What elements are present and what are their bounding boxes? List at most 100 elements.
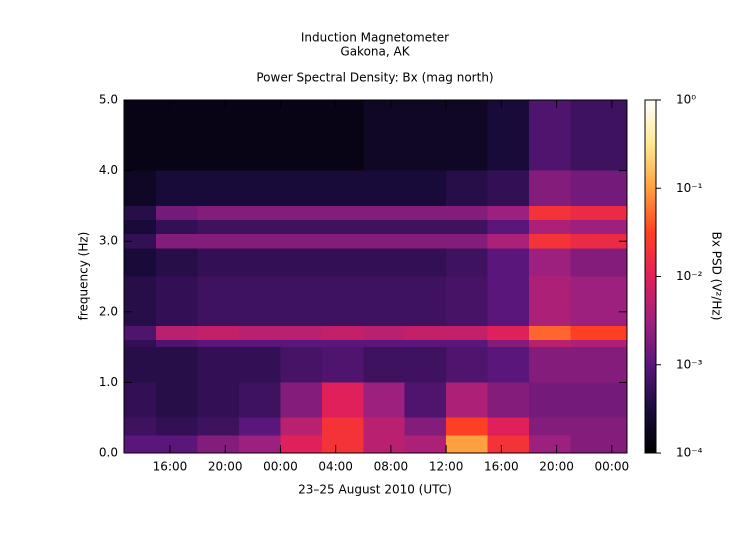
- x-tick-label: 16:00: [153, 460, 188, 474]
- spectrogram-cell: [363, 347, 405, 383]
- spectrogram-cell: [197, 347, 240, 383]
- spectrogram-cell: [446, 220, 488, 235]
- spectrogram-cell: [321, 100, 364, 171]
- x-tick-label: 08:00: [374, 460, 409, 474]
- spectrogram-cell: [404, 382, 447, 418]
- spectrogram-cell: [239, 325, 281, 341]
- spectrogram-cell: [321, 340, 364, 348]
- spectrogram-cell: [404, 417, 447, 436]
- spectrogram-cell: [528, 100, 571, 171]
- spectrogram-cell: [363, 325, 405, 341]
- spectrogram-cell: [487, 100, 529, 171]
- spectrogram-cell: [363, 276, 405, 326]
- colorbar-tick-label: 10⁻⁴: [676, 446, 703, 460]
- spectrogram-cell: [363, 205, 405, 221]
- spectrogram-cell: [487, 234, 529, 249]
- x-tick-label: 00:00: [595, 460, 630, 474]
- spectrogram-cell: [239, 170, 281, 206]
- spectrogram-cell: [197, 417, 240, 436]
- x-tick-label: 20:00: [539, 460, 574, 474]
- y-tick-label: 5.0: [99, 93, 118, 107]
- spectrogram-cell: [280, 248, 322, 277]
- spectrogram-cell: [446, 276, 488, 326]
- spectrogram-cell: [321, 435, 364, 453]
- spectrogram-cell: [197, 170, 240, 206]
- colorbar-label: Bx PSD (V²/Hz): [710, 232, 724, 321]
- spectrogram-cell: [363, 340, 405, 348]
- spectrogram-cell: [156, 220, 198, 235]
- spectrogram-cell: [446, 205, 488, 221]
- spectrogram-cell: [528, 382, 571, 418]
- spectrogram-cell: [528, 205, 571, 221]
- spectrogram-cell: [239, 276, 281, 326]
- spectrogram-cell: [197, 276, 240, 326]
- spectrogram-cell: [404, 435, 447, 453]
- x-tick-label: 12:00: [429, 460, 464, 474]
- spectrogram-cell: [570, 248, 627, 277]
- spectrogram-cell: [280, 417, 322, 436]
- chart-subtitle: Gakona, AK: [340, 45, 410, 59]
- spectrogram-cell: [570, 382, 627, 418]
- spectrogram-cell: [239, 205, 281, 221]
- y-tick-label: 2.0: [99, 304, 118, 318]
- spectrogram-cell: [124, 340, 157, 348]
- spectrogram-cell: [321, 170, 364, 206]
- spectrogram-cell: [404, 234, 447, 249]
- x-tick-label: 20:00: [208, 460, 243, 474]
- spectrogram-cell: [280, 220, 322, 235]
- spectrogram-cell: [156, 248, 198, 277]
- colorbar-tick-label: 10⁰: [676, 93, 696, 107]
- spectrogram-cell: [404, 340, 447, 348]
- spectrogram-cell: [404, 248, 447, 277]
- y-tick-label: 3.0: [99, 234, 118, 248]
- spectrogram-cell: [404, 220, 447, 235]
- spectrogram-cell: [528, 170, 571, 206]
- spectrogram-cell: [528, 276, 571, 326]
- spectrogram-cell: [239, 347, 281, 383]
- spectrogram-cell: [124, 248, 157, 277]
- spectrogram-cell: [570, 205, 627, 221]
- spectrogram-cell: [528, 340, 571, 348]
- spectrogram-cell: [197, 382, 240, 418]
- spectrogram-cell: [363, 220, 405, 235]
- spectrogram-cell: [156, 325, 198, 341]
- colorbar: [644, 99, 657, 454]
- spectrogram-cell: [156, 276, 198, 326]
- spectrogram-cell: [446, 248, 488, 277]
- spectrogram-cell: [528, 220, 571, 235]
- plot-title: Power Spectral Density: Bx (mag north): [256, 71, 493, 85]
- spectrogram-cell: [156, 382, 198, 418]
- spectrogram-cell: [321, 347, 364, 383]
- spectrogram-cell: [197, 435, 240, 453]
- spectrogram-cell: [570, 340, 627, 348]
- spectrogram-cell: [239, 382, 281, 418]
- spectrogram-cell: [570, 276, 627, 326]
- spectrogram-cell: [239, 220, 281, 235]
- spectrogram-cell: [528, 234, 571, 249]
- spectrogram-cell: [156, 170, 198, 206]
- spectrogram-cell: [280, 205, 322, 221]
- spectrogram-cell: [570, 234, 627, 249]
- colorbar-tick-label: 10⁻³: [676, 357, 703, 371]
- spectrogram-cell: [487, 220, 529, 235]
- colorbar-tick-label: 10⁻¹: [676, 181, 703, 195]
- spectrogram-cell: [487, 170, 529, 206]
- spectrogram-cell: [321, 417, 364, 436]
- spectrogram-cell: [156, 205, 198, 221]
- spectrogram-cell: [446, 340, 488, 348]
- x-axis-label: 23–25 August 2010 (UTC): [298, 483, 452, 497]
- spectrogram-cell: [280, 170, 322, 206]
- spectrogram-cell: [404, 347, 447, 383]
- spectrogram-cell: [528, 435, 571, 453]
- spectrogram-cell: [363, 248, 405, 277]
- spectrogram-cell: [321, 276, 364, 326]
- spectrogram-cell: [124, 382, 157, 418]
- spectrogram-cell: [570, 435, 627, 453]
- spectrogram-cell: [156, 340, 198, 348]
- x-tick-label: 00:00: [263, 460, 298, 474]
- spectrogram-cell: [446, 382, 488, 418]
- spectrogram-cell: [280, 340, 322, 348]
- spectrogram-cell: [528, 325, 571, 341]
- spectrogram-cell: [321, 248, 364, 277]
- spectrogram-cell: [404, 276, 447, 326]
